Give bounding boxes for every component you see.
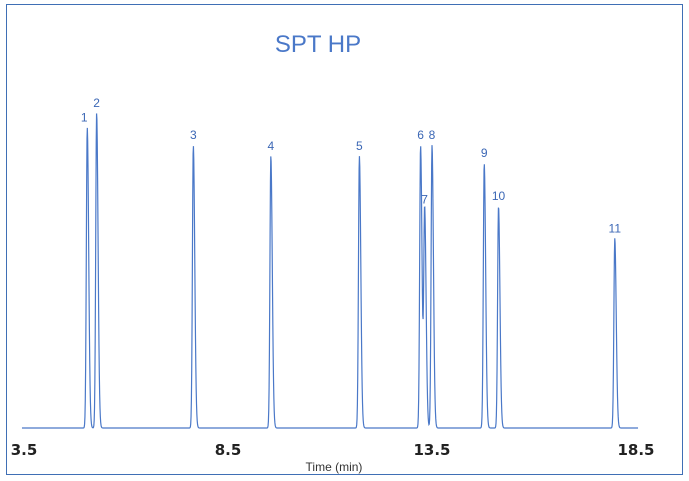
x-tick-label: 8.5	[215, 441, 242, 459]
peak-labels: 12 3 4 5 6 7 8 9 10 11	[81, 96, 621, 235]
peak-label-1: 1	[81, 110, 88, 124]
x-tick-label: 18.5	[617, 441, 654, 459]
peak-label-3: 3	[190, 128, 197, 142]
x-tick-label: 3.5	[11, 441, 38, 459]
chromatogram-trace	[21, 113, 639, 429]
peak-label-2: 2	[93, 96, 100, 110]
peak-label-11: 11	[609, 221, 622, 235]
peak-label-7: 7	[421, 193, 428, 207]
peak-label-8: 8	[429, 128, 436, 142]
peak-label-10: 10	[492, 189, 506, 203]
peak-label-5: 5	[356, 139, 363, 153]
x-axis: 3.5 8.5 13.5 18.5	[11, 441, 655, 459]
peak-label-6: 6	[417, 128, 424, 142]
x-axis-label: Time (min)	[306, 460, 363, 474]
chart-title: SPT HP	[275, 31, 361, 58]
peak-label-4: 4	[267, 139, 274, 153]
chart-frame	[6, 4, 683, 475]
x-tick-label: 13.5	[413, 441, 450, 459]
peak-label-9: 9	[481, 146, 488, 160]
